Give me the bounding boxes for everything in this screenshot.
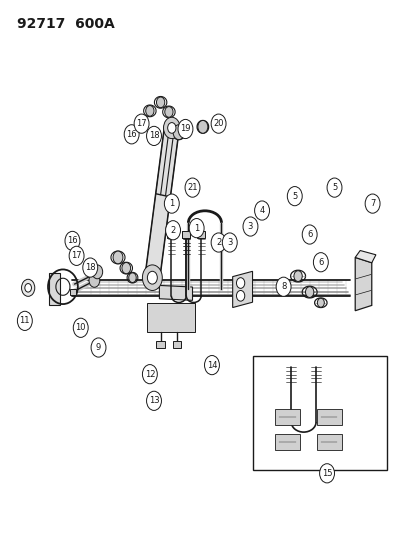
Polygon shape [354, 251, 375, 263]
Bar [275, 409, 299, 425]
Text: 16: 16 [126, 130, 137, 139]
Circle shape [287, 187, 301, 206]
Text: 1: 1 [169, 199, 174, 208]
Circle shape [319, 464, 334, 483]
Circle shape [83, 258, 97, 277]
Circle shape [73, 318, 88, 337]
Circle shape [236, 278, 244, 288]
Text: 1: 1 [194, 224, 199, 232]
Text: 17: 17 [71, 252, 82, 260]
Circle shape [211, 114, 225, 133]
Bar [197, 231, 205, 238]
Text: 2: 2 [170, 226, 175, 235]
Circle shape [145, 106, 154, 116]
Bar [316, 434, 341, 450]
Bar [147, 303, 194, 332]
Circle shape [317, 298, 323, 307]
Text: 11: 11 [19, 317, 30, 325]
Text: 15: 15 [321, 469, 332, 478]
Text: 19: 19 [180, 125, 190, 133]
Text: 21: 21 [187, 183, 197, 192]
Circle shape [124, 125, 139, 144]
Circle shape [236, 290, 244, 301]
Circle shape [146, 126, 161, 146]
Circle shape [301, 225, 316, 244]
Text: 5: 5 [292, 192, 297, 200]
Circle shape [165, 221, 180, 240]
Text: 2: 2 [216, 238, 221, 247]
Text: 8: 8 [280, 282, 285, 291]
Circle shape [147, 271, 157, 284]
Text: 12: 12 [144, 370, 155, 378]
Circle shape [25, 284, 31, 292]
Text: 18: 18 [148, 132, 159, 140]
Circle shape [142, 365, 157, 384]
Text: 5: 5 [331, 183, 336, 192]
Text: 9: 9 [96, 343, 101, 352]
Circle shape [21, 279, 35, 296]
Text: 18: 18 [85, 263, 95, 272]
Bar [167, 231, 175, 238]
Bar [173, 341, 181, 348]
Bar [182, 231, 190, 238]
Circle shape [275, 277, 290, 296]
Text: 3: 3 [227, 238, 232, 247]
Circle shape [65, 231, 80, 251]
Circle shape [364, 194, 379, 213]
Circle shape [113, 251, 123, 264]
Bar [252, 356, 386, 470]
Text: 7: 7 [369, 199, 374, 208]
Text: 14: 14 [206, 361, 217, 369]
Bar [316, 409, 341, 425]
Circle shape [313, 253, 328, 272]
Circle shape [305, 287, 313, 297]
Polygon shape [159, 286, 192, 301]
Circle shape [197, 120, 207, 133]
Circle shape [146, 391, 161, 410]
Text: 13: 13 [148, 397, 159, 405]
Circle shape [326, 178, 341, 197]
Text: 92717  600A: 92717 600A [17, 17, 114, 31]
Circle shape [17, 311, 32, 330]
Circle shape [222, 233, 237, 252]
Circle shape [156, 97, 164, 108]
Bar [156, 341, 164, 348]
Text: 6: 6 [306, 230, 311, 239]
Circle shape [163, 117, 180, 139]
Text: 16: 16 [67, 237, 78, 245]
Text: 3: 3 [247, 222, 252, 231]
Circle shape [173, 125, 184, 140]
Circle shape [121, 263, 131, 274]
Bar [69, 289, 76, 295]
Circle shape [242, 217, 257, 236]
Bar [275, 434, 299, 450]
Circle shape [91, 338, 106, 357]
Circle shape [189, 219, 204, 238]
Circle shape [204, 356, 219, 375]
Polygon shape [49, 273, 60, 305]
Circle shape [164, 107, 173, 117]
Circle shape [142, 265, 162, 290]
Circle shape [89, 273, 100, 287]
Text: 20: 20 [213, 119, 223, 128]
Circle shape [134, 114, 149, 133]
Text: 17: 17 [136, 119, 147, 128]
Circle shape [69, 246, 84, 265]
Circle shape [167, 123, 176, 133]
Polygon shape [145, 126, 179, 279]
Text: 10: 10 [75, 324, 86, 332]
Circle shape [178, 119, 192, 139]
Text: 4: 4 [259, 206, 264, 215]
Circle shape [92, 265, 102, 279]
Circle shape [293, 271, 301, 281]
Circle shape [185, 178, 199, 197]
Circle shape [164, 194, 179, 213]
Circle shape [128, 273, 136, 282]
Circle shape [254, 201, 269, 220]
Bar [182, 231, 190, 238]
Polygon shape [354, 257, 371, 311]
Polygon shape [232, 271, 252, 308]
Circle shape [211, 233, 225, 252]
Text: 6: 6 [318, 258, 323, 266]
